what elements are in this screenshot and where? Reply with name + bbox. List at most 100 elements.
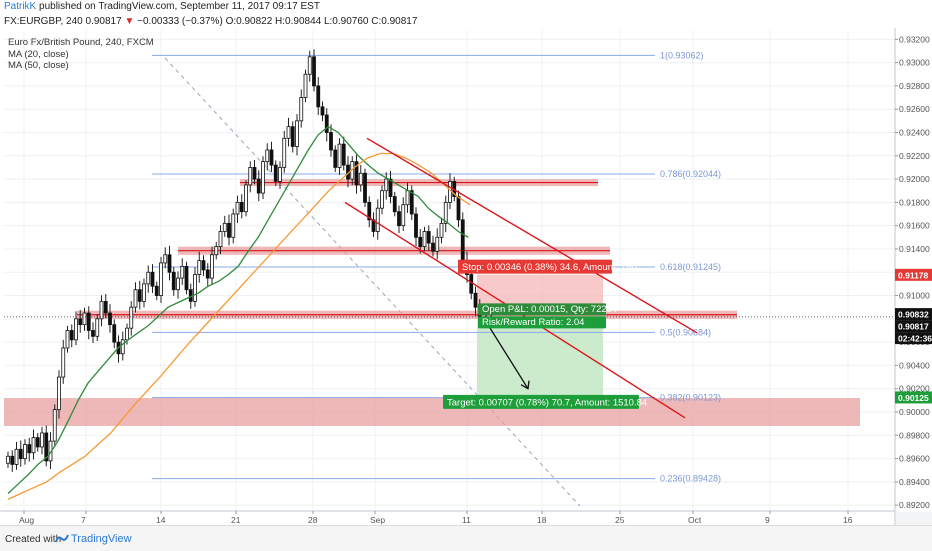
fib-level-label: 0.786(0.92044) (660, 169, 721, 179)
time-axis-label: Aug (19, 515, 34, 525)
candle-body (358, 172, 363, 186)
candle-body (35, 437, 40, 448)
candle (197, 251, 202, 283)
candle-body (108, 312, 112, 326)
open-pnl-label-text: Open P&L: 0.00015, Qty: 72254 (482, 304, 617, 315)
fib-level-label: 0.236(0.89428) (660, 474, 721, 484)
price-axis-label: 0.93000 (899, 58, 930, 68)
candle-body (163, 254, 168, 264)
candle (154, 281, 159, 301)
candle (95, 314, 100, 341)
tradingview-brand[interactable]: TradingView (71, 533, 132, 545)
chart-title: Euro Fx/British Pound, 240, FXCM (8, 37, 154, 48)
candle-body (218, 231, 223, 248)
candle (320, 101, 325, 122)
candle (40, 426, 44, 455)
candle (18, 440, 23, 467)
candle (133, 282, 138, 313)
author-link[interactable]: PatrikK (4, 1, 37, 12)
candle (375, 199, 380, 240)
candle (316, 77, 321, 116)
candle (367, 196, 372, 228)
candle-body (265, 149, 270, 163)
time-axis-label: 28 (308, 515, 318, 525)
candle-body (401, 204, 406, 227)
candle-body (333, 149, 338, 168)
candle-body (392, 196, 397, 213)
candle-body (150, 271, 155, 287)
candle-body (320, 106, 325, 116)
candle-body (99, 300, 104, 320)
price-chart[interactable]: 1(0.93062) 0.786(0.92044) 0.618(0.91245) 0.… (0, 28, 932, 525)
candle-body (273, 164, 278, 182)
open-pnl-label-bg (478, 303, 606, 316)
candle-body (439, 222, 444, 238)
target-label-text: Target: 0.00707 (0.78%) 70.7, Amount: 15… (447, 397, 647, 408)
price-axis-label: 0.90000 (899, 407, 930, 417)
candle (337, 138, 342, 175)
candle (278, 161, 282, 189)
candle (239, 194, 244, 219)
candle-body (103, 300, 108, 314)
candle (112, 319, 117, 349)
candle (324, 108, 329, 142)
price-badge-text: 02:42:36 (898, 334, 932, 344)
candle-body (205, 269, 210, 279)
candle-body (176, 277, 180, 291)
price-axis-label: 0.89400 (899, 477, 930, 487)
candle-body (61, 347, 66, 378)
candle (329, 124, 333, 157)
candle (163, 247, 168, 269)
candle (384, 172, 389, 200)
candle (401, 197, 406, 232)
candle (99, 295, 104, 327)
candle-body (69, 330, 74, 341)
candle-body (290, 126, 295, 147)
candle-body (299, 97, 304, 122)
candle (150, 264, 155, 293)
candle-body (91, 330, 95, 337)
candle-body (384, 178, 389, 192)
published-text: published on TradingView.com, September … (36, 1, 320, 12)
candle (273, 160, 278, 187)
price-axis-label: 0.90200 (899, 384, 930, 394)
price-axis-label: 0.89800 (899, 430, 930, 440)
candle-body (14, 448, 19, 465)
candle-body (27, 444, 32, 454)
candle-body (405, 190, 410, 206)
candle-body (167, 254, 172, 273)
candle (78, 309, 83, 333)
open-pnl-label: Open P&L: 0.00015, Qty: 72254 (478, 303, 617, 316)
candle-body (23, 444, 27, 459)
candle (82, 307, 87, 331)
tradingview-logo-icon (55, 534, 69, 543)
candle (108, 304, 112, 333)
target-label-bg (443, 394, 639, 409)
candle (214, 241, 219, 260)
candle-body (214, 246, 219, 256)
time-axis-label: 25 (615, 515, 625, 525)
candle-body (380, 190, 384, 209)
price-axis-label: 0.91600 (899, 221, 930, 231)
candle (176, 271, 180, 299)
candle-body (184, 266, 189, 291)
candle-body (6, 455, 10, 464)
candle (443, 195, 448, 233)
candle (392, 191, 397, 217)
candle-body (363, 172, 367, 203)
candle-body (341, 143, 346, 166)
candle-body (154, 285, 159, 296)
price-badge: 0.90125 (895, 391, 932, 404)
indicator-legend: MA (20, close) (8, 49, 69, 60)
candle-body (222, 222, 227, 232)
candle (235, 195, 240, 223)
price-badge: 02:42:36 (895, 332, 932, 345)
candle (312, 49, 316, 92)
footer-bar: Created with TradingView (0, 525, 932, 551)
candle (35, 432, 40, 452)
candle-body (316, 85, 321, 108)
chart-area[interactable]: 1(0.93062) 0.786(0.92044) 0.618(0.91245) 0.… (0, 28, 932, 525)
candle-body (44, 432, 49, 462)
candle (159, 256, 163, 303)
candle-body (473, 292, 478, 308)
